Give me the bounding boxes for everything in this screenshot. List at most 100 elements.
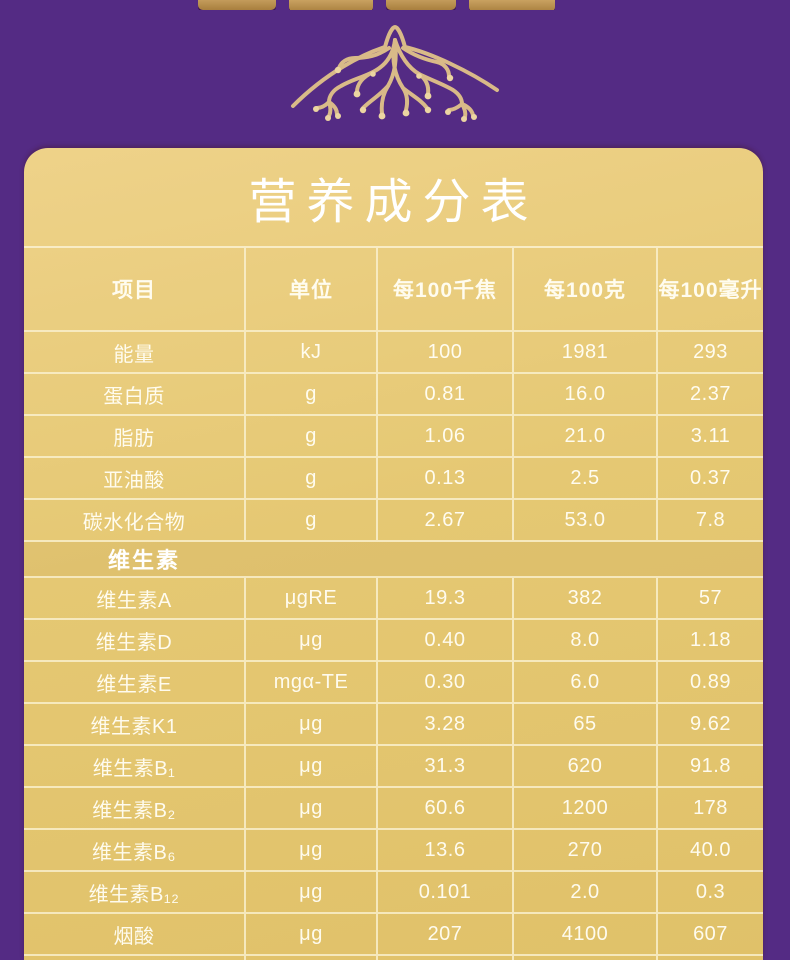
row-per100kj: 2.67 — [378, 500, 514, 540]
row-unit: g — [246, 374, 378, 414]
row-per100kj: 19.3 — [378, 578, 514, 618]
row-label: 能量 — [24, 332, 246, 372]
row-per100ml: 293 — [693, 340, 728, 363]
row-label: 碳水化合物 — [24, 500, 246, 540]
table-row: 维生素A μgRE 19.3 382 57 — [24, 578, 763, 620]
table-row: 维生素E mgα-TE 0.30 6.0 0.89 — [24, 662, 763, 704]
row-per100ml: 0.37 — [690, 466, 731, 489]
cropped-glyph — [198, 0, 276, 10]
table-row: 维生素D μg 0.40 8.0 1.18 — [24, 620, 763, 662]
row-per100ml: 1.18 — [690, 628, 731, 651]
row-label: 维生素E — [24, 662, 246, 702]
cropped-glyph — [386, 0, 456, 10]
row-per100g: 21.0 — [514, 416, 658, 456]
col-header-per100kj: 每100千焦 — [378, 248, 514, 330]
row-per100g: 2.0 — [514, 872, 658, 912]
row-unit: μg — [246, 788, 378, 828]
row-per100ml: 91.8 — [690, 754, 731, 777]
row-label: 脂肪 — [24, 416, 246, 456]
row-label: 维生素D — [24, 620, 246, 660]
row-label: 烟酸 — [24, 914, 246, 954]
table-row-cut — [24, 956, 763, 960]
row-label: 维生素B₂ — [24, 788, 246, 828]
row-unit: μgRE — [246, 578, 378, 618]
row-per100g: 382 — [514, 578, 658, 618]
row-unit: g — [246, 500, 378, 540]
row-per100kj: 60.6 — [378, 788, 514, 828]
table-row: 碳水化合物 g 2.67 53.0 7.8 — [24, 500, 763, 542]
table-row: 维生素K1 μg 3.28 65 9.62 — [24, 704, 763, 746]
row-per100kj: 31.3 — [378, 746, 514, 786]
row-per100g: 6.0 — [514, 662, 658, 702]
table-row: 维生素B₂ μg 60.6 1200 178 — [24, 788, 763, 830]
page-title: 营养成分表 — [24, 148, 763, 248]
col-header-unit: 单位 — [246, 248, 378, 330]
row-unit: μg — [246, 872, 378, 912]
section-header-vitamins: 维生素 — [24, 542, 763, 578]
row-per100ml: 3.11 — [690, 424, 731, 447]
row-per100g: 620 — [514, 746, 658, 786]
row-per100g: 1200 — [514, 788, 658, 828]
table-row: 维生素B₁₂ μg 0.101 2.0 0.3 — [24, 872, 763, 914]
row-per100ml: 0.89 — [690, 670, 731, 693]
cropped-glyph — [289, 0, 373, 10]
row-per100ml: 7.8 — [695, 508, 726, 531]
row-unit: μg — [246, 914, 378, 954]
row-label: 维生素B₆ — [24, 830, 246, 870]
row-per100ml: 0.3 — [695, 880, 726, 903]
row-per100kj: 0.81 — [378, 374, 514, 414]
table-row: 能量 kJ 100 1981 293 — [24, 332, 763, 374]
row-per100ml: 40.0 — [690, 838, 731, 861]
row-unit: mgα-TE — [246, 662, 378, 702]
nutrition-table: 项目 单位 每100千焦 每100克 每100毫升 能量 kJ 100 1981… — [24, 248, 763, 960]
row-per100ml: 57 — [698, 586, 723, 609]
row-unit: μg — [246, 704, 378, 744]
col-header-item: 项目 — [24, 248, 246, 330]
row-unit: kJ — [246, 332, 378, 372]
row-per100g: 270 — [514, 830, 658, 870]
row-per100g: 2.5 — [514, 458, 658, 498]
row-unit: μg — [246, 620, 378, 660]
row-per100kj: 100 — [378, 332, 514, 372]
ginseng-root-icon — [291, 24, 499, 122]
table-row: 蛋白质 g 0.81 16.0 2.37 — [24, 374, 763, 416]
row-unit: g — [246, 458, 378, 498]
row-per100ml: 178 — [693, 796, 728, 819]
row-per100g: 65 — [514, 704, 658, 744]
row-per100ml: 9.62 — [690, 712, 731, 735]
row-per100ml: 607 — [693, 922, 728, 945]
row-per100kj: 1.06 — [378, 416, 514, 456]
row-per100g: 1981 — [514, 332, 658, 372]
table-row: 维生素B₆ μg 13.6 270 40.0 — [24, 830, 763, 872]
table-header-row: 项目 单位 每100千焦 每100克 每100毫升 — [24, 248, 763, 332]
banner — [0, 0, 790, 148]
row-per100kj: 13.6 — [378, 830, 514, 870]
row-unit: g — [246, 416, 378, 456]
row-unit: μg — [246, 746, 378, 786]
row-per100kj: 0.30 — [378, 662, 514, 702]
row-per100g: 8.0 — [514, 620, 658, 660]
row-per100kj: 3.28 — [378, 704, 514, 744]
row-label: 维生素B₁₂ — [24, 872, 246, 912]
cropped-title-fragment — [198, 0, 568, 10]
row-label: 亚油酸 — [24, 458, 246, 498]
row-label: 维生素K1 — [24, 704, 246, 744]
table-row: 亚油酸 g 0.13 2.5 0.37 — [24, 458, 763, 500]
row-per100ml: 2.37 — [690, 382, 731, 405]
table-row: 脂肪 g 1.06 21.0 3.11 — [24, 416, 763, 458]
table-row: 烟酸 μg 207 4100 607 — [24, 914, 763, 956]
row-unit: μg — [246, 830, 378, 870]
row-label: 维生素B₁ — [24, 746, 246, 786]
row-per100g: 4100 — [514, 914, 658, 954]
row-per100kj: 0.40 — [378, 620, 514, 660]
nutrition-card: 营养成分表 项目 单位 每100千焦 每100克 每100毫升 能量 kJ 10… — [24, 148, 763, 960]
row-per100g: 16.0 — [514, 374, 658, 414]
col-header-per100g: 每100克 — [514, 248, 658, 330]
row-per100kj: 207 — [378, 914, 514, 954]
row-per100kj: 0.13 — [378, 458, 514, 498]
row-per100kj: 0.101 — [378, 872, 514, 912]
row-per100g: 53.0 — [514, 500, 658, 540]
table-row: 维生素B₁ μg 31.3 620 91.8 — [24, 746, 763, 788]
col-header-per100ml: 每100毫升 — [658, 279, 763, 302]
